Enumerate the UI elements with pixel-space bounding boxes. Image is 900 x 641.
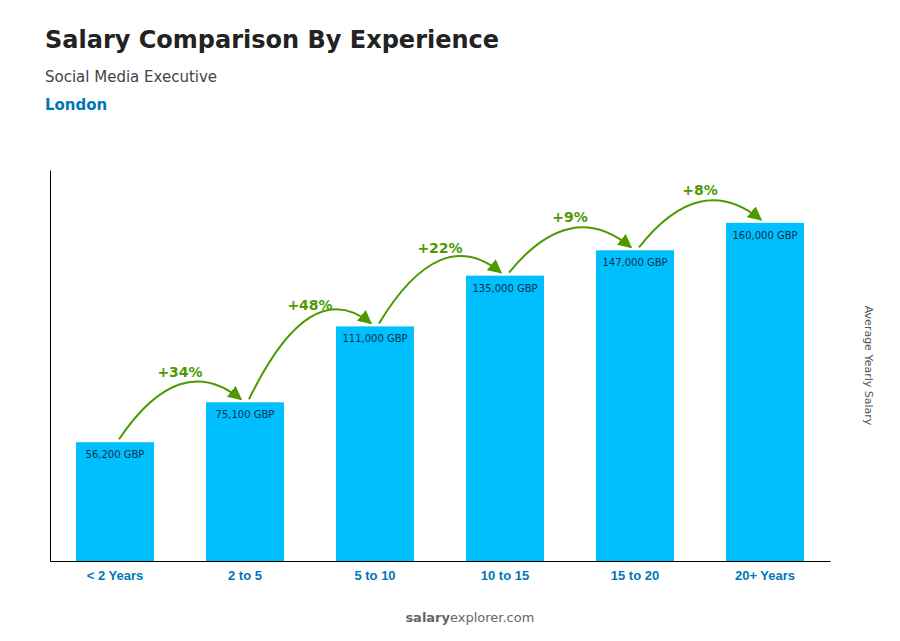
x-tick: < 2 Years (87, 561, 144, 583)
x-axis-line (51, 561, 831, 562)
x-tick-label: 15 to 20 (611, 568, 659, 583)
y-axis (50, 171, 51, 562)
bar (466, 276, 544, 561)
annotations: +34% +48% +22% +9% +8% (157, 182, 717, 381)
subtitle: Social Media Executive (45, 68, 217, 86)
x-tick-label: < 2 Years (87, 568, 144, 583)
x-tick-label: 5 to 10 (354, 568, 395, 583)
bar (336, 326, 414, 561)
bar (596, 250, 674, 561)
data-label: 147,000 GBP (602, 257, 667, 268)
arrow (249, 309, 371, 399)
x-axis: < 2 Years 2 to 5 5 to 10 10 to 15 15 to 20 20… (51, 561, 831, 583)
data-label: 56,200 GBP (86, 449, 145, 460)
bar (76, 442, 154, 561)
annotation: +9% (552, 209, 588, 225)
data-label: 111,000 GBP (342, 333, 407, 344)
bar (206, 402, 284, 561)
chart: Salary Comparison By Experience Social Me… (0, 0, 900, 641)
bar (726, 223, 804, 561)
y-axis-title: Average Yearly Salary (862, 306, 875, 426)
annotation: +22% (417, 240, 462, 256)
x-tick: 15 to 20 (611, 561, 659, 583)
watermark-bold: salary (405, 610, 450, 625)
city: London (45, 96, 107, 114)
x-tick-label: 10 to 15 (481, 568, 529, 583)
annotation: +48% (287, 297, 332, 313)
data-label: 75,100 GBP (216, 409, 275, 420)
arrow (379, 256, 501, 323)
arrow (639, 200, 761, 247)
x-tick: 10 to 15 (481, 561, 529, 583)
annotation: +8% (682, 182, 718, 198)
x-tick-label: 20+ Years (735, 568, 795, 583)
title: Salary Comparison By Experience (45, 26, 499, 54)
plot: < 2 Years 2 to 5 5 to 10 10 to 15 15 to 20 20… (51, 171, 831, 584)
x-tick-label: 2 to 5 (228, 568, 262, 583)
arrow (119, 381, 241, 439)
watermark: salaryexplorer.com (405, 610, 534, 625)
x-tick: 20+ Years (735, 561, 795, 583)
data-label: 135,000 GBP (472, 283, 537, 294)
data-label: 160,000 GBP (732, 230, 797, 241)
arrow (509, 227, 631, 272)
bars (76, 223, 804, 561)
y-axis-line (50, 171, 51, 562)
annotation: +34% (157, 364, 202, 380)
x-tick: 5 to 10 (354, 561, 395, 583)
watermark-regular: explorer.com (450, 610, 534, 625)
arrows (119, 200, 761, 439)
x-tick: 2 to 5 (228, 561, 262, 583)
data-labels: 56,200 GBP 75,100 GBP 111,000 GBP 135,000 G… (86, 230, 798, 460)
